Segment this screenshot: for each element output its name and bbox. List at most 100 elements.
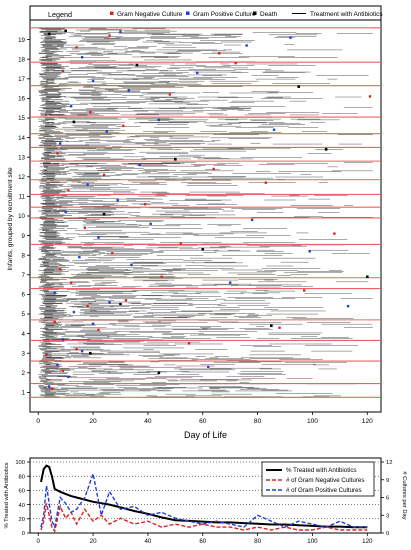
gram-positive-marker — [308, 250, 311, 253]
gram-negative-marker — [86, 304, 89, 308]
gram-positive-marker — [196, 71, 199, 75]
gram-positive-marker — [97, 236, 100, 239]
y-tick-label: 1 — [22, 390, 26, 397]
y-tick-label: 14 — [18, 135, 25, 142]
gram-negative-marker — [160, 275, 163, 278]
gram-negative-marker — [179, 242, 183, 245]
site-boundaries — [30, 27, 381, 398]
y-tick-label: 15 — [18, 115, 25, 122]
death-marker — [119, 302, 122, 306]
y-axis-label-left: % Treated with Antibiotics — [4, 462, 10, 528]
y-tick-label: 19 — [18, 37, 25, 44]
y-tick-label: 9 — [22, 233, 26, 240]
y-tick-label: 40 — [19, 503, 25, 509]
gram-negative-markers — [45, 34, 372, 390]
death-markers — [47, 29, 369, 375]
y-tick-label: 7 — [22, 272, 26, 279]
gram-positive-marker — [116, 199, 119, 202]
death-marker — [89, 351, 92, 355]
death-marker — [365, 275, 369, 279]
gram-positive-marker — [346, 304, 350, 308]
y-axis-ticks-right: 0 3 6 9 12 — [381, 460, 392, 537]
gram-negative-marker — [45, 353, 48, 357]
gram-negative-marker — [61, 69, 65, 73]
x-tick-label: 0 — [37, 538, 41, 545]
legend-label: % Treated with Antibiotics — [286, 467, 357, 474]
gram-negative-marker — [50, 387, 54, 390]
gram-negative-marker — [53, 320, 56, 324]
legend-box — [29, 5, 382, 21]
infant-timeline-panel: Legend Gram Negative Culture Gram Positive… — [7, 5, 383, 440]
y-tick-label: 0 — [22, 531, 25, 537]
death-marker — [270, 324, 273, 328]
gram-negative-marker — [368, 95, 372, 98]
gram-positive-marker — [72, 310, 76, 314]
y-tick-label: 0 — [386, 531, 389, 537]
y-tick-label: 6 — [386, 496, 389, 502]
gram-negative-marker — [58, 267, 62, 271]
gram-negative-marker — [61, 369, 65, 373]
gram-negative-marker — [212, 167, 215, 171]
gram-positive-marker — [119, 30, 122, 33]
y-axis-ticks-left: 0 20 40 60 80 100 — [15, 460, 30, 537]
gram-positive-marker — [157, 118, 161, 122]
gram-positive-marker — [67, 375, 70, 378]
gram-negative-marker — [122, 124, 125, 128]
series-line — [40, 471, 368, 530]
y-tick-label: 80 — [19, 474, 25, 480]
gram-positive-marker — [53, 291, 56, 294]
y-tick-label: 8 — [22, 252, 26, 259]
gram-positive-marker — [91, 322, 95, 325]
gram-positive-marker — [228, 281, 232, 284]
x-tick-label: 40 — [144, 418, 152, 425]
gram-positive-marker — [80, 56, 84, 59]
gram-positive-marker — [127, 89, 130, 92]
gram-positive-marker — [47, 385, 51, 388]
gram-positive-marker — [80, 350, 84, 353]
gram-negative-marker — [187, 342, 191, 345]
death-marker — [201, 248, 205, 251]
y-axis-label-right: # Cultures per Day — [401, 471, 407, 519]
y-tick-label: 60 — [19, 489, 25, 495]
gram-positive-marker — [86, 183, 89, 186]
gram-negative-marker — [89, 110, 92, 114]
gram-positive-marker — [108, 301, 111, 304]
y-axis-label: Infants, grouped by recruitment site — [7, 167, 14, 271]
gram-negative-marker — [218, 52, 221, 55]
death-marker — [102, 212, 106, 216]
legend: Legend Gram Negative Culture Gram Positive… — [29, 5, 383, 21]
y-tick-label: 11 — [19, 194, 26, 201]
gram-positive-marker — [91, 79, 95, 82]
gram-negative-marker — [83, 226, 87, 229]
gram-positive-marker — [207, 365, 210, 369]
death-marker — [72, 120, 76, 124]
x-axis-ticks: 0 20 40 60 80 100 120 — [37, 533, 373, 545]
gram-positive-marker — [69, 105, 73, 108]
gram-positive-marker — [130, 263, 133, 267]
y-tick-label: 3 — [386, 513, 389, 519]
gram-negative-marker — [75, 348, 78, 351]
legend: % Treated with Antibiotics # of Gram Nega… — [261, 461, 375, 497]
gram-positive-marker — [250, 218, 254, 222]
x-tick-label: 60 — [199, 538, 206, 545]
death-marker — [297, 85, 301, 88]
y-tick-label: 17 — [18, 76, 25, 83]
gram-negative-marker — [303, 289, 306, 292]
gram-negative-marker — [143, 203, 147, 206]
x-tick-label: 80 — [254, 418, 262, 425]
gram-negative-marker — [67, 189, 70, 192]
x-tick-label: 100 — [307, 418, 318, 425]
gram-positive-markers — [47, 30, 350, 388]
x-axis-label: Day of Life — [184, 430, 227, 440]
x-tick-label: 20 — [89, 418, 97, 425]
gram-positive-marker — [105, 130, 108, 133]
gram-positive-marker — [58, 142, 62, 145]
legend-swatch — [253, 11, 257, 15]
death-marker — [157, 371, 161, 375]
legend-label: # of Gram Positive Cultures — [286, 487, 362, 494]
gram-negative-marker — [278, 326, 281, 329]
y-tick-label: 12 — [386, 460, 392, 466]
death-marker — [64, 29, 67, 33]
y-tick-label: 4 — [22, 331, 26, 338]
